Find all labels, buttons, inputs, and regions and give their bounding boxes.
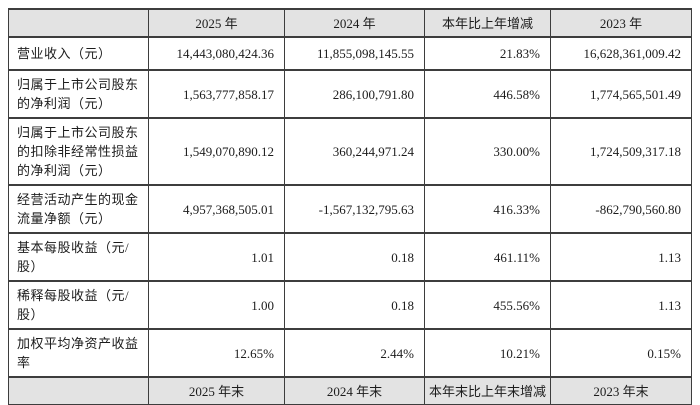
col-header-2025: 2025 年 xyxy=(148,8,285,38)
value-2023: 1.13 xyxy=(550,232,692,282)
value-2025: 14,443,080,424.36 xyxy=(148,36,285,71)
value-2025: 1.01 xyxy=(148,232,285,282)
table-row-basic-eps: 基本每股收益（元/股） 1.01 0.18 461.11% 1.13 xyxy=(8,232,692,282)
value-yoy: 455.56% xyxy=(424,280,551,330)
col-header-2025-end: 2025 年末 xyxy=(148,376,285,405)
value-yoy: 461.11% xyxy=(424,232,551,282)
row-label: 经营活动产生的现金流量净额（元） xyxy=(8,184,149,234)
financial-summary-table: 2025 年 2024 年 本年比上年增减 2023 年 营业收入（元） 14,… xyxy=(8,8,692,405)
value-yoy: 446.58% xyxy=(424,69,551,119)
corner-cell xyxy=(8,8,149,38)
table-row-operating-cash-flow: 经营活动产生的现金流量净额（元） 4,957,368,505.01 -1,567… xyxy=(8,184,692,234)
value-2024: 0.18 xyxy=(284,232,425,282)
col-header-yoy-end: 本年末比上年末增减 xyxy=(424,376,551,405)
value-2024: 286,100,791.80 xyxy=(284,69,425,119)
value-2023: 1,724,509,317.18 xyxy=(550,117,692,186)
value-2023: 1.13 xyxy=(550,280,692,330)
table-row-net-profit-excl-nonrecurring: 归属于上市公司股东的扣除非经常性损益的净利润（元） 1,549,070,890.… xyxy=(8,117,692,186)
value-2025: 1,549,070,890.12 xyxy=(148,117,285,186)
period-end-header-row: 2025 年末 2024 年末 本年末比上年末增减 2023 年末 xyxy=(8,376,692,405)
row-label: 归属于上市公司股东的扣除非经常性损益的净利润（元） xyxy=(8,117,149,186)
row-label: 稀释每股收益（元/股） xyxy=(8,280,149,330)
value-2025: 1.00 xyxy=(148,280,285,330)
col-header-yoy: 本年比上年增减 xyxy=(424,8,551,38)
value-2023: 1,774,565,501.49 xyxy=(550,69,692,119)
value-2023: 0.15% xyxy=(550,328,692,378)
col-header-2023: 2023 年 xyxy=(550,8,692,38)
value-yoy: 330.00% xyxy=(424,117,551,186)
row-label: 营业收入（元） xyxy=(8,36,149,71)
value-2024: 2.44% xyxy=(284,328,425,378)
value-2025: 12.65% xyxy=(148,328,285,378)
value-2025: 4,957,368,505.01 xyxy=(148,184,285,234)
row-label: 归属于上市公司股东的净利润（元） xyxy=(8,69,149,119)
period-header-row: 2025 年 2024 年 本年比上年增减 2023 年 xyxy=(8,8,692,38)
col-header-2023-end: 2023 年末 xyxy=(550,376,692,405)
col-header-2024: 2024 年 xyxy=(284,8,425,38)
value-2024: 0.18 xyxy=(284,280,425,330)
value-2024: -1,567,132,795.63 xyxy=(284,184,425,234)
value-yoy: 10.21% xyxy=(424,328,551,378)
corner-cell xyxy=(8,376,149,405)
value-2024: 360,244,971.24 xyxy=(284,117,425,186)
value-2024: 11,855,098,145.55 xyxy=(284,36,425,71)
value-2025: 1,563,777,858.17 xyxy=(148,69,285,119)
table-row-revenue: 营业收入（元） 14,443,080,424.36 11,855,098,145… xyxy=(8,36,692,71)
value-2023: 16,628,361,009.42 xyxy=(550,36,692,71)
table-row-diluted-eps: 稀释每股收益（元/股） 1.00 0.18 455.56% 1.13 xyxy=(8,280,692,330)
row-label: 加权平均净资产收益率 xyxy=(8,328,149,378)
table-row-weighted-avg-roe: 加权平均净资产收益率 12.65% 2.44% 10.21% 0.15% xyxy=(8,328,692,378)
value-yoy: 21.83% xyxy=(424,36,551,71)
row-label: 基本每股收益（元/股） xyxy=(8,232,149,282)
value-yoy: 416.33% xyxy=(424,184,551,234)
col-header-2024-end: 2024 年末 xyxy=(284,376,425,405)
value-2023: -862,790,560.80 xyxy=(550,184,692,234)
table-row-net-profit: 归属于上市公司股东的净利润（元） 1,563,777,858.17 286,10… xyxy=(8,69,692,119)
